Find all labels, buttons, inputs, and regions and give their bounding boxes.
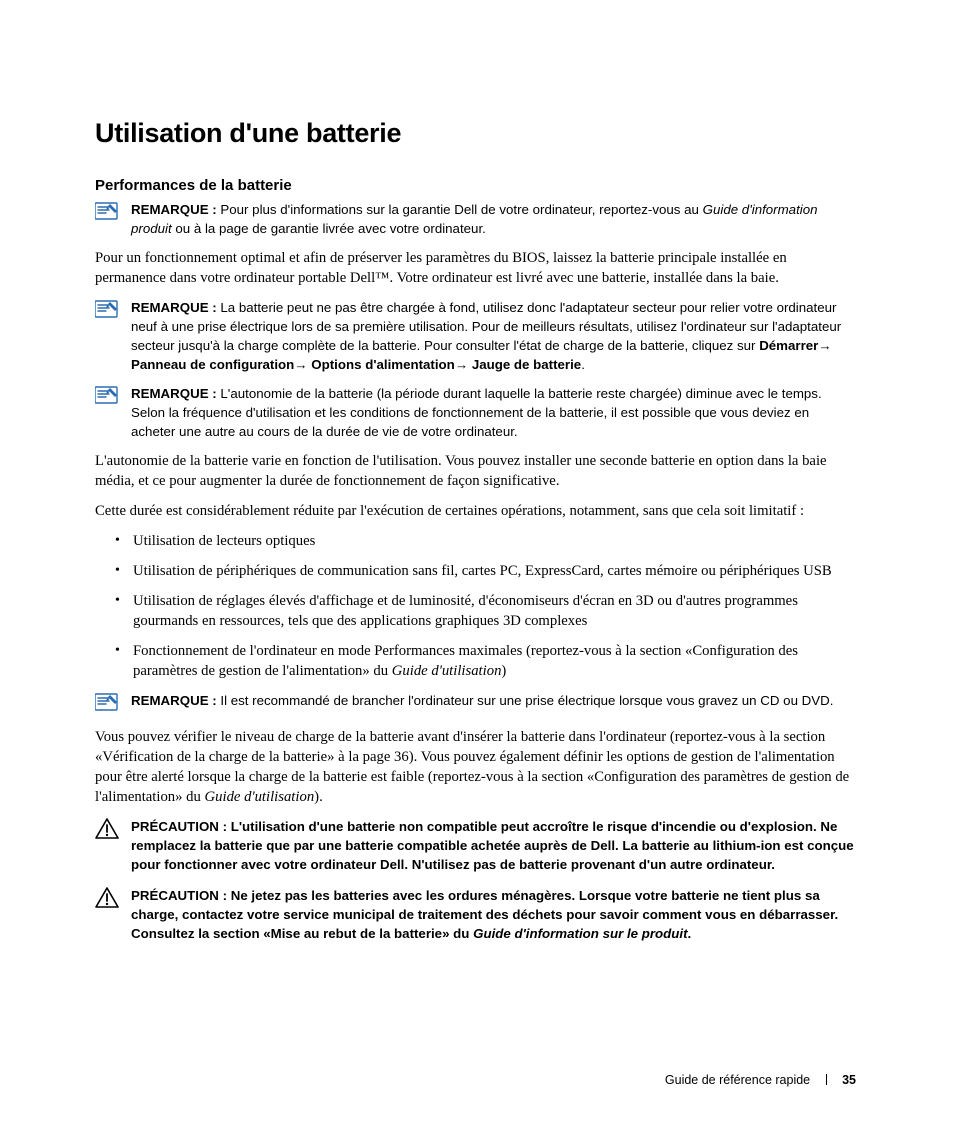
- body-paragraph: L'autonomie de la batterie varie en fonc…: [95, 451, 857, 491]
- note-bold: Jauge de batterie: [472, 357, 581, 372]
- note-bold: Panneau de configuration: [131, 357, 294, 372]
- arrow-icon: →: [294, 357, 307, 372]
- note-bold: Démarrer: [759, 338, 818, 353]
- content-area: Utilisation d'une batterie Performances …: [95, 118, 857, 953]
- page-title: Utilisation d'une batterie: [95, 118, 857, 149]
- note-body-pre: Pour plus d'informations sur la garantie…: [217, 202, 703, 217]
- list-item: Utilisation de réglages élevés d'afficha…: [95, 591, 857, 631]
- note-text: REMARQUE : L'autonomie de la batterie (l…: [131, 384, 857, 441]
- section-heading: Performances de la batterie: [95, 177, 857, 194]
- para-italic: Guide d'utilisation: [205, 789, 315, 805]
- caution-icon: [95, 818, 119, 845]
- caution-text: PRÉCAUTION : L'utilisation d'une batteri…: [131, 817, 857, 874]
- note-icon: [95, 201, 119, 226]
- page: Utilisation d'une batterie Performances …: [0, 0, 954, 1145]
- note-icon: [95, 299, 119, 324]
- body-paragraph: Vous pouvez vérifier le niveau de charge…: [95, 727, 857, 807]
- note-label: REMARQUE :: [131, 386, 217, 401]
- caution-label: PRÉCAUTION :: [131, 819, 227, 834]
- note-block: REMARQUE : L'autonomie de la batterie (l…: [95, 384, 857, 441]
- list-item: Utilisation de périphériques de communic…: [95, 561, 857, 581]
- bullet-list: Utilisation de lecteurs optiques Utilisa…: [95, 531, 857, 681]
- caution-body: L'utilisation d'une batterie non compati…: [131, 819, 854, 872]
- note-text: REMARQUE : Pour plus d'informations sur …: [131, 200, 857, 238]
- arrow-icon: →: [455, 357, 468, 372]
- footer-separator-icon: [826, 1074, 827, 1085]
- note-block: REMARQUE : Il est recommandé de brancher…: [95, 691, 857, 717]
- note-text: REMARQUE : La batterie peut ne pas être …: [131, 298, 857, 374]
- body-paragraph: Pour un fonctionnement optimal et afin d…: [95, 248, 857, 288]
- caution-body-italic: Guide d'information sur le produit: [473, 926, 687, 941]
- note-body: L'autonomie de la batterie (la période d…: [131, 386, 822, 439]
- page-footer: Guide de référence rapide 35: [665, 1073, 856, 1087]
- body-paragraph: Cette durée est considérablement réduite…: [95, 501, 857, 521]
- note-block: REMARQUE : La batterie peut ne pas être …: [95, 298, 857, 374]
- note-block: REMARQUE : Pour plus d'informations sur …: [95, 200, 857, 238]
- caution-block: PRÉCAUTION : L'utilisation d'une batteri…: [95, 817, 857, 874]
- footer-title: Guide de référence rapide: [665, 1073, 810, 1087]
- note-label: REMARQUE :: [131, 693, 217, 708]
- note-text: REMARQUE : Il est recommandé de brancher…: [131, 691, 857, 710]
- note-icon: [95, 692, 119, 717]
- para-post: ).: [314, 789, 323, 805]
- list-item: Fonctionnement de l'ordinateur en mode P…: [95, 641, 857, 681]
- note-body: Il est recommandé de brancher l'ordinate…: [217, 693, 834, 708]
- note-body-post: .: [581, 357, 585, 372]
- list-item-italic: Guide d'utilisation: [392, 663, 502, 679]
- note-label: REMARQUE :: [131, 300, 217, 315]
- caution-label: PRÉCAUTION :: [131, 888, 227, 903]
- note-label: REMARQUE :: [131, 202, 217, 217]
- caution-text: PRÉCAUTION : Ne jetez pas les batteries …: [131, 886, 857, 943]
- caution-icon: [95, 887, 119, 914]
- caution-block: PRÉCAUTION : Ne jetez pas les batteries …: [95, 886, 857, 943]
- note-body-pre: La batterie peut ne pas être chargée à f…: [131, 300, 841, 353]
- note-icon: [95, 385, 119, 410]
- note-body-post: ou à la page de garantie livrée avec vot…: [172, 221, 486, 236]
- list-item: Utilisation de lecteurs optiques: [95, 531, 857, 551]
- footer-page-number: 35: [842, 1073, 856, 1087]
- list-item-post: ): [501, 663, 506, 679]
- caution-body-post: .: [688, 926, 692, 941]
- arrow-icon: →: [818, 338, 831, 353]
- note-bold: Options d'alimentation: [311, 357, 455, 372]
